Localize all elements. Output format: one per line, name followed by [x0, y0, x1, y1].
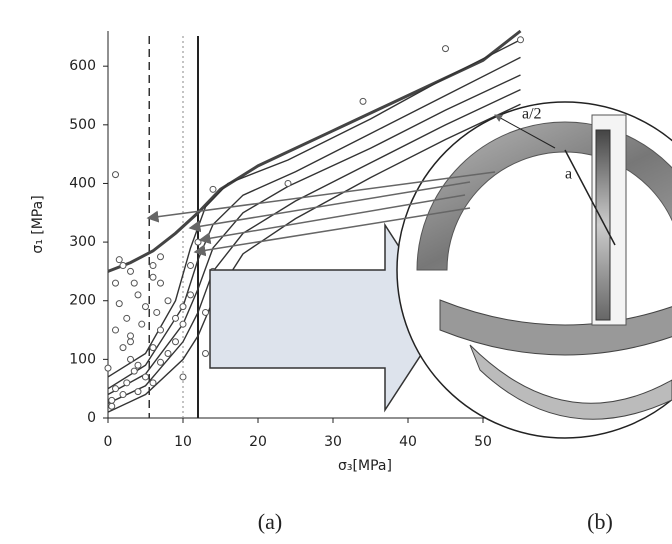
radius-line [564, 149, 616, 246]
point [442, 45, 449, 53]
point [179, 320, 187, 328]
x-tick-label: 40 [399, 434, 417, 450]
point [123, 314, 131, 322]
x-tick-label: 10 [174, 434, 192, 450]
x-tick-label: 50 [474, 434, 492, 450]
y-axis-label: σ₁ [MPa] [30, 195, 46, 253]
point [119, 262, 127, 270]
point [517, 36, 524, 44]
point [115, 300, 123, 308]
point [149, 344, 157, 352]
y-tick-label: 500 [69, 117, 96, 133]
half-radius-line [494, 114, 556, 149]
point [119, 344, 127, 352]
diagram: a a/2 [396, 101, 672, 439]
y-tick-label: 400 [69, 175, 96, 191]
y-tick-label: 100 [69, 351, 96, 367]
x-tick-label: 0 [104, 434, 113, 450]
label-half: a/2 [522, 106, 542, 123]
point [179, 303, 187, 311]
y-tick-label: 600 [69, 58, 96, 74]
pointer-arrows [146, 171, 496, 257]
point [157, 358, 164, 366]
point [153, 308, 161, 316]
point [127, 332, 134, 340]
point [108, 396, 116, 404]
point [112, 326, 119, 334]
point [112, 279, 119, 287]
point [359, 97, 367, 105]
x-tick-label: 30 [324, 434, 342, 450]
point [119, 391, 127, 399]
ring-lower [439, 299, 672, 356]
label-a: a [565, 166, 572, 183]
point [142, 303, 149, 311]
point [149, 262, 157, 270]
point [157, 326, 164, 334]
point [164, 350, 172, 357]
point [138, 320, 146, 328]
point [157, 253, 164, 261]
point [115, 256, 123, 264]
point [127, 267, 134, 275]
point [149, 273, 157, 281]
point [134, 388, 142, 396]
curve [107, 56, 521, 390]
point [134, 291, 142, 299]
point [134, 361, 142, 369]
point [172, 314, 179, 322]
ring-bottom [469, 344, 672, 420]
point [112, 171, 119, 179]
curve [107, 89, 521, 404]
point [130, 367, 138, 375]
panel-a: (a) [258, 509, 282, 534]
x-axis-label: σ₃[MPa] [338, 458, 392, 474]
point [284, 179, 292, 187]
point [142, 373, 149, 381]
point [149, 379, 157, 387]
y-tick-label: 200 [69, 293, 96, 309]
point [108, 402, 116, 410]
colorbar [595, 129, 611, 321]
point [112, 385, 119, 393]
point [123, 379, 131, 387]
point [209, 185, 217, 193]
point [104, 364, 112, 372]
point [127, 355, 134, 363]
panel-b: (b) [587, 509, 613, 534]
curve [107, 29, 522, 273]
point [179, 373, 187, 381]
point [130, 279, 138, 287]
point [202, 350, 209, 357]
x-tick-label: 20 [249, 434, 267, 450]
point [187, 291, 194, 299]
point [187, 262, 194, 270]
point [172, 338, 179, 346]
point [157, 279, 164, 287]
y-tick-label: 0 [87, 410, 96, 426]
y-tick-label: 300 [69, 234, 96, 250]
curve [107, 74, 521, 396]
big-arrow [209, 222, 446, 413]
point [127, 338, 134, 346]
point [164, 297, 172, 305]
point [202, 308, 209, 316]
